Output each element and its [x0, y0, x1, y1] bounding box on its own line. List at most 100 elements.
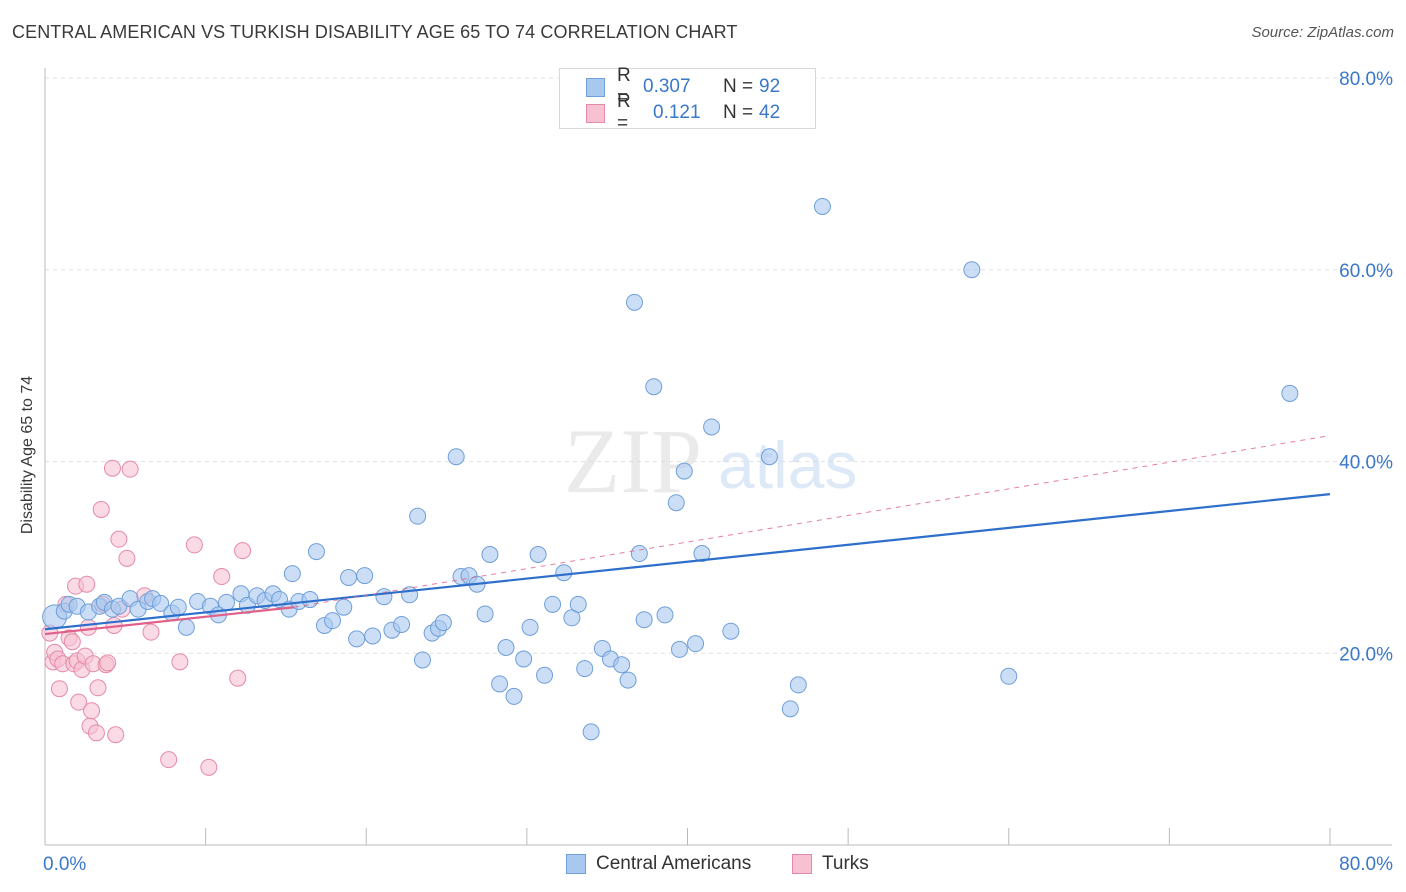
- n-label: N =: [723, 102, 754, 123]
- central-americans-point: [670, 640, 688, 658]
- turks-point: [103, 459, 121, 477]
- n-label: N =: [723, 76, 754, 97]
- turks-point: [110, 530, 128, 548]
- central-americans-point: [491, 675, 509, 693]
- central-americans-point: [177, 618, 195, 636]
- central-americans-point: [169, 598, 187, 616]
- central-americans-point: [576, 660, 594, 678]
- turks-point: [50, 680, 68, 698]
- central-americans-point: [613, 656, 631, 674]
- central-americans-point: [582, 723, 600, 741]
- source-credit: Source: ZipAtlas.com: [1251, 24, 1394, 41]
- central-americans-point: [356, 567, 374, 585]
- legend-item-central-americans[interactable]: Central Americans: [566, 853, 751, 875]
- central-americans-point: [781, 700, 799, 718]
- central-americans-point: [555, 564, 573, 582]
- y-tick-label: 40.0%: [1339, 453, 1393, 474]
- central-americans-point: [703, 418, 721, 436]
- central-americans-point: [675, 462, 693, 480]
- y-tick-label: 60.0%: [1339, 261, 1393, 282]
- tick-labels: 20.0% 40.0% 60.0% 80.0% 0.0% 80.0%: [43, 69, 1393, 875]
- x-tick-label: 0.0%: [43, 854, 86, 875]
- central-americans-point: [340, 569, 358, 587]
- turks-point: [70, 693, 88, 711]
- central-americans-points: [42, 197, 1299, 741]
- n-value: 42: [759, 102, 781, 123]
- turks-point: [107, 726, 125, 744]
- central-americans-point: [413, 651, 431, 669]
- central-americans-point: [515, 650, 533, 668]
- central-americans-point: [569, 595, 587, 613]
- central-americans-point: [218, 593, 236, 611]
- turks-point: [92, 500, 110, 518]
- central-americans-point: [760, 448, 778, 466]
- central-americans-point: [497, 638, 515, 656]
- turks-point: [160, 751, 178, 769]
- turks-point: [185, 536, 203, 554]
- central-americans-point: [625, 293, 643, 311]
- central-americans-point: [307, 543, 325, 561]
- turks-point: [79, 618, 97, 636]
- axes: [44, 68, 1392, 846]
- n-value: 92: [759, 76, 781, 97]
- central-americans-point: [687, 635, 705, 653]
- central-americans-point: [505, 687, 523, 705]
- turks-point: [99, 654, 117, 672]
- turks-point: [87, 724, 105, 742]
- central-americans-trend-line: [44, 493, 1331, 631]
- legend-swatch-pink: [792, 854, 812, 874]
- central-americans-point: [722, 622, 740, 640]
- central-americans-point: [375, 588, 393, 606]
- central-americans-point: [630, 545, 648, 563]
- central-americans-point: [544, 595, 562, 613]
- central-americans-point: [521, 618, 539, 636]
- turks-point: [89, 679, 107, 697]
- turks-point: [83, 702, 101, 720]
- central-americans-point: [619, 671, 637, 689]
- y-tick-label: 20.0%: [1339, 644, 1393, 665]
- central-americans-point: [324, 612, 342, 630]
- r-label: R =: [617, 65, 631, 108]
- turks-point: [118, 549, 136, 567]
- legend-swatch-blue: [566, 854, 586, 874]
- turks-point: [142, 623, 160, 641]
- r-label: R =: [617, 91, 631, 134]
- r-value: 0.121: [653, 102, 701, 123]
- central-americans-point: [1000, 667, 1018, 685]
- central-americans-point: [1281, 384, 1299, 402]
- central-americans-point: [645, 378, 663, 396]
- x-tick-label: 80.0%: [1339, 854, 1393, 875]
- r-value: 0.307: [643, 76, 691, 97]
- turks-point: [200, 758, 218, 776]
- central-americans-point: [283, 565, 301, 583]
- central-americans-point: [447, 448, 465, 466]
- correlation-legend: R = 0.307 N = 92 R = 0.121 N = 42: [559, 65, 816, 134]
- central-americans-point: [656, 606, 674, 624]
- legend-label: Turks: [822, 853, 869, 874]
- legend-swatch-pink: [586, 103, 605, 123]
- turks-point: [63, 633, 81, 651]
- y-tick-label: 80.0%: [1339, 69, 1393, 90]
- central-americans-point: [476, 605, 494, 623]
- turks-point: [229, 669, 247, 687]
- central-americans-point: [963, 261, 981, 279]
- legend-row-central-americans: R = 0.307 N = 92: [586, 65, 781, 108]
- central-americans-point: [152, 594, 170, 612]
- legend-item-turks[interactable]: Turks: [792, 853, 869, 875]
- central-americans-point: [536, 666, 554, 684]
- central-americans-point: [813, 197, 831, 215]
- central-americans-point: [635, 611, 653, 629]
- central-americans-point: [364, 627, 382, 645]
- turks-trend-line: [44, 606, 295, 636]
- central-americans-point: [481, 545, 499, 563]
- legend-swatch-blue: [586, 77, 605, 97]
- central-americans-point: [434, 614, 452, 632]
- turks-point: [121, 460, 139, 478]
- watermark-atlas: atlas: [718, 428, 857, 502]
- trend-lines: [44, 435, 1331, 636]
- central-americans-point: [789, 676, 807, 694]
- central-americans-point: [393, 615, 411, 633]
- central-americans-point: [667, 494, 685, 512]
- turks-point: [213, 568, 231, 586]
